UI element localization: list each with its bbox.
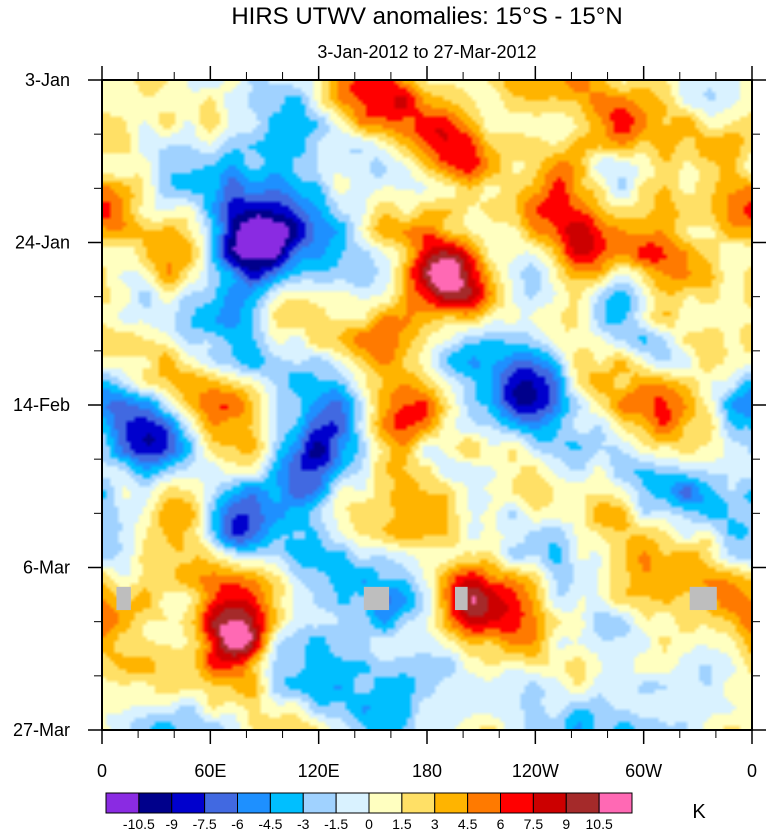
colorbar-label: 10.5 [586, 816, 613, 830]
colorbar-box [401, 792, 436, 814]
colorbar-labels: -10.5 -9 -7.5 -6 -4.5 -3 -1.5 0 1.5 3 4.5 6 7.5 9 10.5 [123, 816, 613, 830]
chart-title: HIRS UTWV anomalies: 15°S - 15°N [231, 3, 622, 30]
colorbar-box [467, 792, 501, 814]
heatmap-field [102, 80, 752, 730]
colorbar-box [105, 792, 140, 814]
colorbar-box [335, 792, 370, 814]
chart-subtitle: 3-Jan-2012 to 27-Mar-2012 [317, 42, 536, 62]
missing-data-patch [116, 586, 131, 611]
colorbar-box [598, 792, 633, 814]
x-axis: 0 60E 120E 180 120W 60W 0 [97, 66, 757, 781]
colorbar-label: -6 [231, 816, 244, 830]
colorbar-box [565, 792, 600, 814]
colorbar-label: 0 [365, 816, 373, 830]
x-tick-label: 0 [747, 761, 757, 781]
colorbar-label: 7.5 [524, 816, 544, 830]
x-tick-label: 120W [512, 761, 559, 781]
y-tick-label: 3-Jan [25, 70, 70, 90]
y-tick-label: 6-Mar [23, 558, 70, 578]
y-tick-label: 24-Jan [15, 233, 70, 253]
x-tick-label: 120E [298, 761, 340, 781]
colorbar-box [500, 792, 534, 814]
colorbar-label: -9 [166, 816, 179, 830]
colorbar-label: -3 [297, 816, 310, 830]
colorbar-box [269, 792, 304, 814]
colorbar-box [532, 792, 567, 814]
colorbar-label: -10.5 [123, 816, 155, 830]
colorbar: -10.5 -9 -7.5 -6 -4.5 -3 -1.5 0 1.5 3 4.5 6 7.5 9 10.5… [105, 792, 706, 830]
colorbar-box [171, 792, 206, 814]
plot-area [101, 79, 753, 731]
x-tick-label: 60E [194, 761, 226, 781]
colorbar-box [204, 792, 238, 814]
colorbar-label: 1.5 [392, 816, 412, 830]
y-tick-label: 27-Mar [13, 720, 70, 740]
colorbar-label: 9 [562, 816, 570, 830]
colorbar-box [368, 792, 403, 814]
y-tick-label: 14-Feb [13, 395, 70, 415]
colorbar-box [138, 792, 173, 814]
colorbar-label: 3 [431, 816, 439, 830]
x-tick-label: 0 [97, 761, 107, 781]
colorbar-label: 6 [497, 816, 505, 830]
missing-data-patch [454, 586, 468, 611]
colorbar-label: -4.5 [258, 816, 282, 830]
missing-data-layer [116, 586, 717, 611]
colorbar-box [302, 792, 337, 814]
colorbar-unit: K [692, 801, 706, 823]
colorbar-label: -1.5 [324, 816, 348, 830]
y-axis: 3-Jan 24-Jan 14-Feb 6-Mar 27-Mar [13, 70, 766, 740]
colorbar-box [237, 792, 271, 814]
colorbar-box [434, 792, 469, 814]
colorbar-label: 4.5 [458, 816, 478, 830]
colorbar-label: -7.5 [193, 816, 217, 830]
missing-data-patch [363, 586, 390, 611]
colorbar-boxes [105, 792, 633, 814]
missing-data-patch [689, 586, 717, 611]
x-tick-label: 60W [625, 761, 662, 781]
x-tick-label: 180 [412, 761, 442, 781]
